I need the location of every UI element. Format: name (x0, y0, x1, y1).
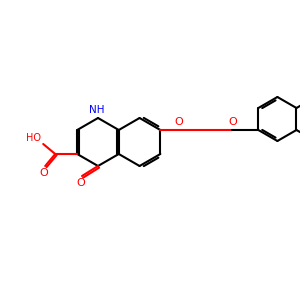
Text: O: O (174, 117, 183, 127)
Text: O: O (76, 178, 85, 188)
Text: O: O (40, 168, 49, 178)
Text: O: O (228, 117, 237, 127)
Text: NH: NH (89, 105, 105, 115)
Text: HO: HO (26, 133, 41, 143)
